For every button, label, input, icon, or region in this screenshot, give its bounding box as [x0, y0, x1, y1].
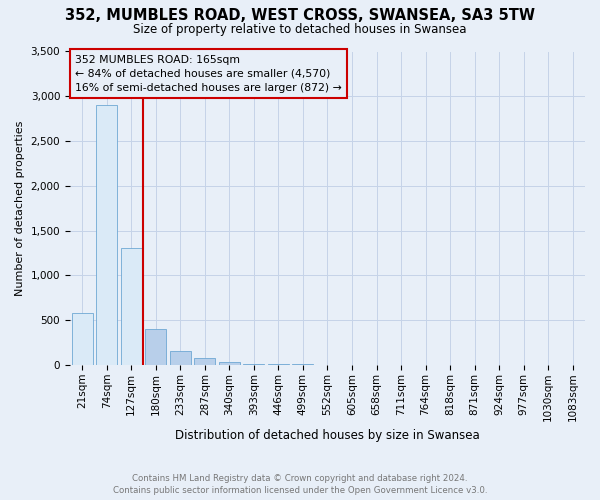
Bar — [268, 364, 289, 365]
X-axis label: Distribution of detached houses by size in Swansea: Distribution of detached houses by size … — [175, 430, 480, 442]
Bar — [145, 329, 166, 365]
Bar — [219, 362, 240, 365]
Y-axis label: Number of detached properties: Number of detached properties — [15, 120, 25, 296]
Bar — [121, 248, 142, 365]
Bar — [244, 364, 264, 365]
Text: 352 MUMBLES ROAD: 165sqm
← 84% of detached houses are smaller (4,570)
16% of sem: 352 MUMBLES ROAD: 165sqm ← 84% of detach… — [75, 54, 342, 92]
Bar — [194, 358, 215, 365]
Text: Contains HM Land Registry data © Crown copyright and database right 2024.
Contai: Contains HM Land Registry data © Crown c… — [113, 474, 487, 495]
Bar — [72, 313, 92, 365]
Text: Size of property relative to detached houses in Swansea: Size of property relative to detached ho… — [133, 22, 467, 36]
Bar — [170, 350, 191, 365]
Text: 352, MUMBLES ROAD, WEST CROSS, SWANSEA, SA3 5TW: 352, MUMBLES ROAD, WEST CROSS, SWANSEA, … — [65, 8, 535, 22]
Bar — [96, 105, 117, 365]
